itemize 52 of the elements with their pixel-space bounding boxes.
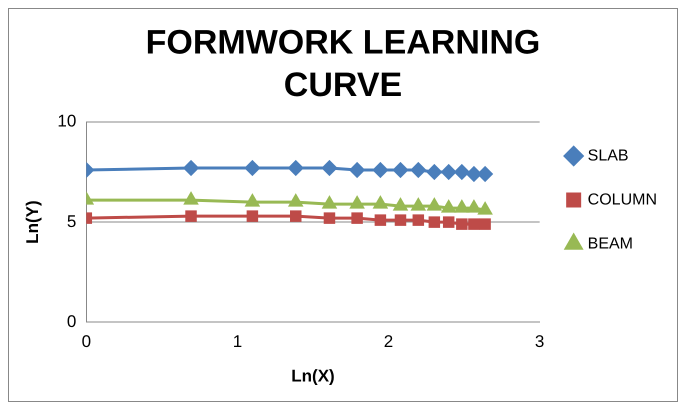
point	[246, 194, 260, 207]
point	[185, 210, 197, 222]
point	[290, 210, 302, 222]
legend-label: COLUMN	[588, 191, 658, 208]
point	[428, 198, 442, 211]
point	[322, 196, 336, 209]
point	[288, 160, 304, 176]
point	[246, 210, 258, 222]
point	[351, 212, 363, 224]
point	[184, 192, 198, 205]
point	[428, 216, 440, 228]
y-tick-label: 0	[66, 312, 76, 331]
point	[289, 194, 302, 207]
x-tick-label: 1	[232, 332, 242, 352]
point	[412, 214, 424, 226]
y-tick-label: 5	[66, 212, 76, 231]
legend-label: SLAB	[588, 147, 629, 164]
point	[426, 164, 442, 180]
point	[244, 160, 260, 176]
point	[466, 166, 482, 182]
point	[374, 196, 388, 209]
chart-title: FORMWORK LEARNING CURVE	[146, 24, 540, 104]
y-tick-label: 10	[57, 112, 76, 131]
point	[442, 216, 454, 228]
point	[184, 160, 199, 176]
legend-label: BEAM	[588, 235, 634, 252]
x-tick-label: 3	[534, 332, 544, 352]
x-axis-title: Ln(X)	[291, 366, 335, 386]
point	[442, 200, 456, 213]
point	[455, 200, 469, 213]
point	[454, 164, 470, 180]
y-axis-title: Ln(Y)	[22, 200, 42, 244]
point	[374, 214, 386, 226]
point	[478, 166, 493, 182]
point	[441, 164, 456, 180]
point	[394, 214, 406, 226]
x-tick-label: 0	[82, 332, 92, 352]
point	[324, 212, 336, 224]
point	[350, 162, 365, 178]
point	[392, 162, 408, 178]
point	[412, 198, 426, 211]
point	[456, 218, 468, 230]
point	[410, 162, 426, 178]
x-tick-label: 2	[384, 332, 394, 352]
point	[394, 198, 408, 211]
point	[478, 202, 492, 215]
point	[372, 162, 388, 178]
point	[350, 196, 364, 209]
point	[467, 200, 481, 213]
point	[479, 218, 491, 230]
point	[468, 218, 480, 230]
point	[322, 160, 337, 176]
